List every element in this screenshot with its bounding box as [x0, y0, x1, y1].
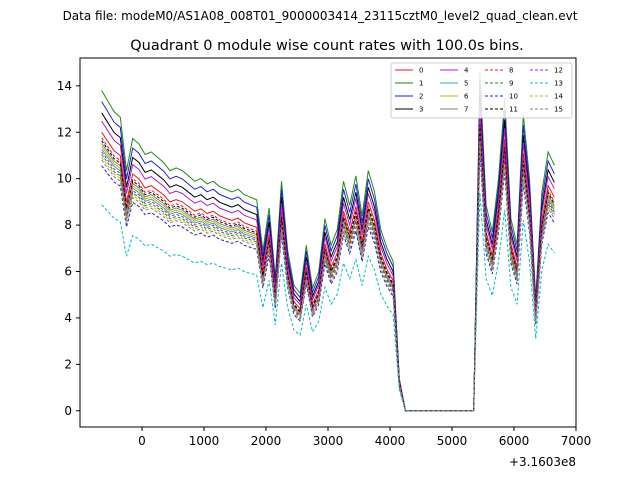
- legend-label-15: 15: [554, 106, 563, 114]
- legend-label-12: 12: [554, 67, 563, 75]
- plot-lines: [101, 71, 555, 412]
- y-tick-label: 12: [57, 125, 72, 139]
- legend-label-10: 10: [509, 93, 518, 101]
- series-line-14: [101, 142, 555, 412]
- legend-frame: [390, 62, 573, 119]
- chart-title: Quadrant 0 module wise count rates with …: [130, 38, 524, 54]
- y-tick-label: 6: [64, 265, 72, 279]
- y-axis: 0 2 4 6 8 10 12 14: [57, 79, 80, 418]
- y-tick-label: 14: [57, 79, 72, 93]
- x-tick-label: 2000: [251, 434, 282, 448]
- legend-label-4: 4: [464, 67, 469, 75]
- legend-label-3: 3: [419, 106, 423, 114]
- legend-label-14: 14: [554, 93, 563, 101]
- x-tick-label: 4000: [375, 434, 406, 448]
- y-tick-label: 8: [64, 218, 72, 232]
- x-tick-label: 6000: [499, 434, 530, 448]
- series-line-13: [101, 192, 555, 412]
- series-line-10: [101, 151, 555, 412]
- y-tick-label: 0: [64, 404, 72, 418]
- legend-label-6: 6: [464, 93, 469, 101]
- x-axis: 0 1000 2000 3000 4000 5000 6000 7000: [138, 427, 591, 448]
- legend-label-11: 11: [509, 106, 518, 114]
- x-tick-label: 1000: [189, 434, 220, 448]
- x-axis-offset-label: +3.1603e8: [509, 455, 576, 469]
- y-tick-label: 4: [64, 311, 72, 325]
- x-tick-label: 7000: [561, 434, 592, 448]
- x-tick-label: 5000: [437, 434, 468, 448]
- y-tick-label: 10: [57, 172, 72, 186]
- legend-label-2: 2: [419, 93, 423, 101]
- legend-label-9: 9: [509, 80, 513, 88]
- legend-label-1: 1: [419, 80, 423, 88]
- legend-label-0: 0: [419, 67, 423, 75]
- series-line-11: [101, 124, 555, 412]
- legend-label-8: 8: [509, 67, 513, 75]
- series-line-3: [101, 95, 555, 412]
- legend-label-5: 5: [464, 80, 468, 88]
- legend-label-7: 7: [464, 106, 468, 114]
- x-tick-label: 3000: [313, 434, 344, 448]
- series-line-15: [101, 145, 555, 412]
- x-tick-label: 0: [138, 434, 146, 448]
- chart-supertitle: Data file: modeM0/AS1A08_008T01_90000034…: [63, 9, 578, 23]
- legend-label-13: 13: [554, 80, 563, 88]
- y-tick-label: 2: [64, 357, 72, 371]
